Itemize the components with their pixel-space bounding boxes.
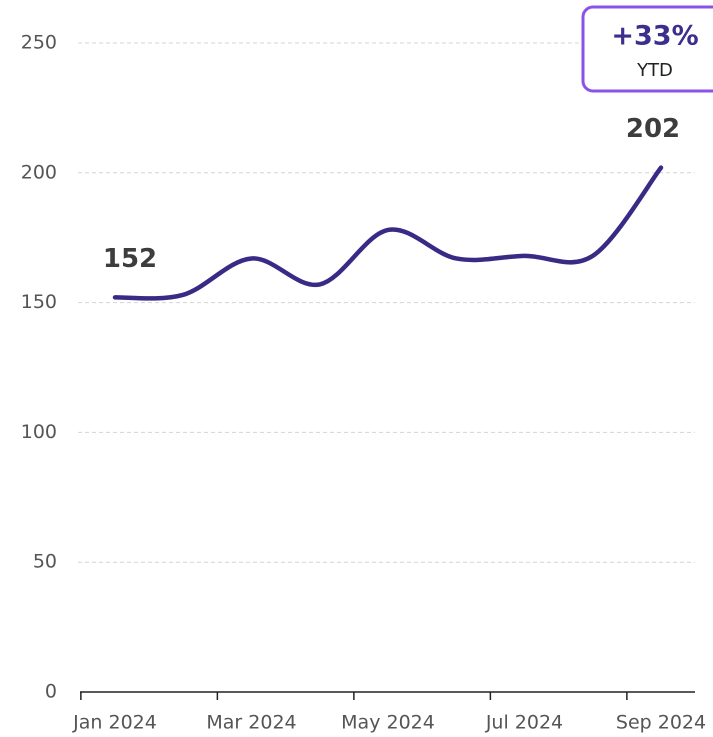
annotation-value: +33% — [611, 21, 698, 52]
y-tick-label: 150 — [21, 291, 57, 313]
x-tick-label: Jan 2024 — [72, 712, 157, 734]
x-tick-label: Jul 2024 — [485, 712, 563, 734]
y-tick-label: 0 — [45, 681, 57, 703]
x-tick-label: Mar 2024 — [206, 712, 296, 734]
x-tick-label: Sep 2024 — [616, 712, 706, 734]
line — [112, 165, 664, 301]
y-tick-label: 250 — [21, 32, 57, 54]
annotation-label: YTD — [636, 60, 673, 81]
y-tick-label: 50 — [33, 551, 57, 573]
y-tick-label: 200 — [21, 161, 57, 183]
x-tick-label: May 2024 — [341, 712, 435, 734]
data-label: 202 — [626, 114, 680, 144]
y-tick-label: 100 — [21, 421, 57, 443]
annotation-box — [581, 5, 713, 93]
data-label: 152 — [103, 244, 157, 274]
